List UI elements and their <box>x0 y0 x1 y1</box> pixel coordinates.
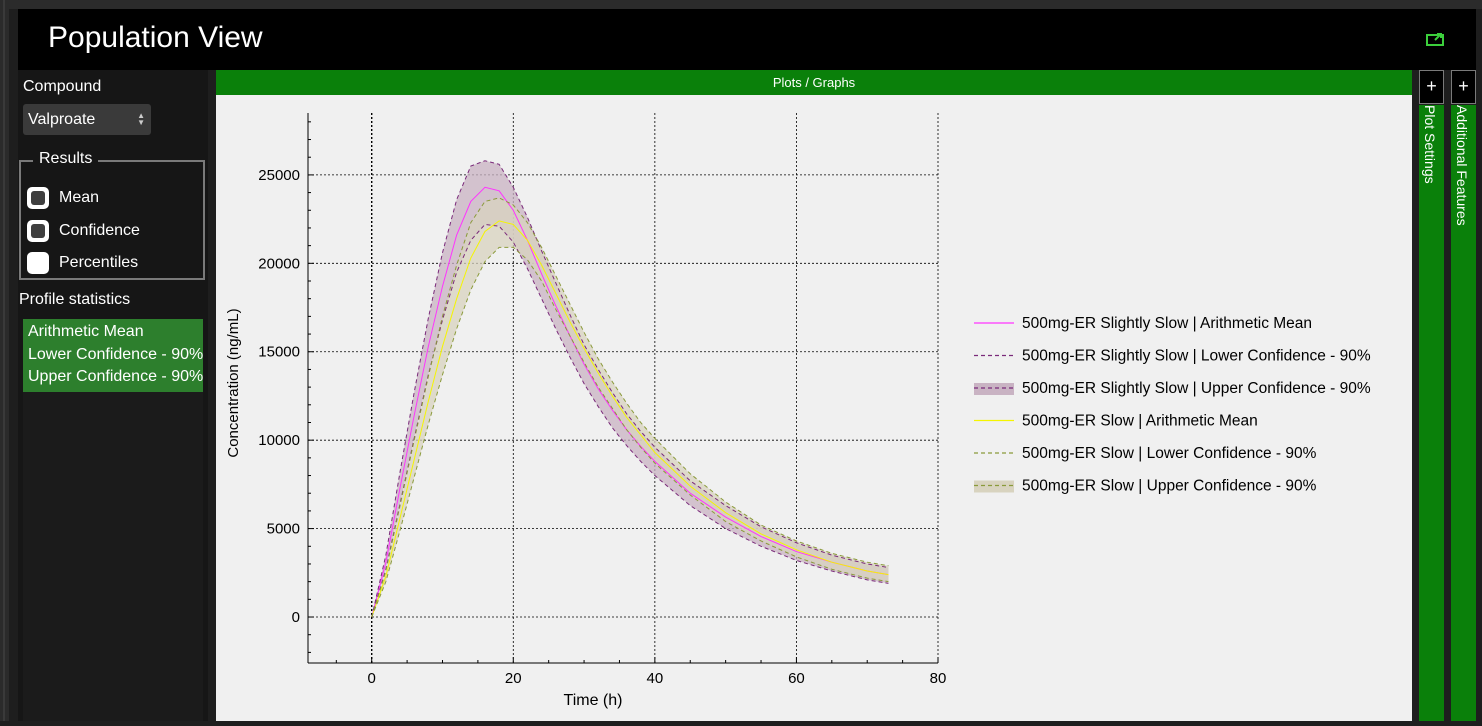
list-item[interactable]: Arithmetic Mean <box>28 323 144 340</box>
legend-label: 500mg-ER Slightly Slow | Lower Confidenc… <box>1022 348 1371 365</box>
confidence-band <box>371 160 889 618</box>
chart-legend: 500mg-ER Slightly Slow | Arithmetic Mean… <box>974 315 1371 495</box>
y-tick-label: 15000 <box>258 344 300 361</box>
profile-statistics-selection: Arithmetic Mean Lower Confidence - 90% U… <box>23 319 203 392</box>
list-item[interactable]: Upper Confidence - 90% <box>28 368 204 385</box>
left-panel: Compound Valproate ▲ ▼ Results Mean Confi… <box>18 70 208 721</box>
confidence-checkbox-row[interactable]: Confidence <box>27 219 140 243</box>
chart-bands <box>371 160 889 618</box>
legend-label: 500mg-ER Slow | Arithmetic Mean <box>1022 413 1258 430</box>
chart-axes: 0 20 40 60 80 0 5000 10000 15000 20000 25000 Time (… <box>225 113 946 709</box>
export-icon[interactable] <box>1426 32 1444 46</box>
plot-settings-tab[interactable]: Plot Settings <box>1419 105 1444 721</box>
series-line <box>371 220 889 618</box>
percentiles-checkbox-label: Percentiles <box>59 254 139 271</box>
additional-features-label: Additional Features <box>1453 105 1470 226</box>
y-axis-label: Concentration (ng/mL) <box>225 308 242 457</box>
legend-label: 500mg-ER Slightly Slow | Upper Confidenc… <box>1022 380 1371 397</box>
legend-label: 500mg-ER Slightly Slow | Arithmetic Mean <box>1022 315 1312 332</box>
series-line <box>371 197 889 618</box>
series-line <box>371 246 889 618</box>
x-tick-label: 60 <box>788 670 805 687</box>
page-title: Population View <box>48 21 263 54</box>
header-bar: Population View <box>18 9 1476 70</box>
x-tick-label: 40 <box>647 670 664 687</box>
confidence-checkbox-label: Confidence <box>59 222 140 239</box>
mean-checkbox-row[interactable]: Mean <box>27 186 99 210</box>
chart: 0 20 40 60 80 0 5000 10000 15000 20000 25000 Time (… <box>225 113 1371 709</box>
plot-area: 0 20 40 60 80 0 5000 10000 15000 20000 25000 Time (… <box>216 95 1412 721</box>
legend-label: 500mg-ER Slow | Lower Confidence - 90% <box>1022 445 1317 462</box>
percentiles-checkbox-row[interactable]: Percentiles <box>27 251 138 275</box>
results-label: Results <box>33 150 99 168</box>
y-tick-label: 20000 <box>258 255 300 272</box>
select-arrows-icon: ▲ ▼ <box>137 111 145 127</box>
x-tick-label: 0 <box>368 670 376 687</box>
window-frame-left <box>0 0 9 721</box>
confidence-checkbox[interactable] <box>27 220 49 242</box>
additional-features-add-button[interactable]: + <box>1451 70 1476 104</box>
additional-features-tab[interactable]: Additional Features <box>1451 105 1476 721</box>
compound-label: Compound <box>23 78 102 95</box>
x-tick-label: 20 <box>505 670 522 687</box>
list-item[interactable]: Lower Confidence - 90% <box>28 345 204 363</box>
y-tick-label: 5000 <box>267 521 300 538</box>
series-line <box>371 186 889 618</box>
compound-select[interactable]: Valproate ▲ ▼ <box>23 104 151 135</box>
percentiles-checkbox[interactable] <box>27 252 49 274</box>
profile-statistics-list[interactable]: Arithmetic Mean Lower Confidence - 90% U… <box>23 319 203 721</box>
legend-swatch <box>974 480 1014 493</box>
profile-statistics-label: Profile statistics <box>19 291 131 308</box>
y-tick-label: 0 <box>292 609 300 626</box>
results-groupbox: Results Mean Confidence Percentiles <box>19 150 205 280</box>
y-tick-label: 25000 <box>258 167 300 184</box>
legend-label: 500mg-ER Slow | Upper Confidence - 90% <box>1022 478 1317 495</box>
x-axis-label: Time (h) <box>564 692 623 709</box>
chart-lines <box>371 160 889 618</box>
mean-checkbox-label: Mean <box>59 189 100 206</box>
compound-select-value: Valproate <box>28 111 96 128</box>
mean-checkbox[interactable] <box>27 187 49 209</box>
window-frame-top <box>9 0 1482 9</box>
legend-swatch <box>974 383 1014 395</box>
x-tick-label: 80 <box>930 670 947 687</box>
plots-graphs-title: Plots / Graphs <box>216 70 1412 95</box>
plot-settings-label: Plot Settings <box>1421 105 1438 184</box>
y-tick-label: 10000 <box>258 432 300 449</box>
series-line <box>371 160 889 618</box>
plot-settings-add-button[interactable]: + <box>1419 70 1444 104</box>
chart-grid <box>308 113 939 663</box>
